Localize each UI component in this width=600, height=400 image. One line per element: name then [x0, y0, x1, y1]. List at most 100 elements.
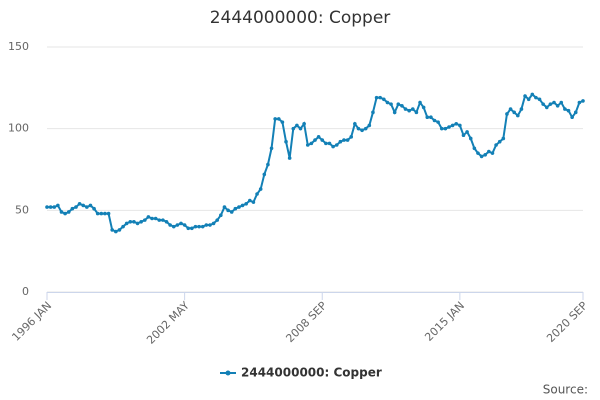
data-point [414, 110, 419, 115]
data-point [132, 219, 136, 224]
data-point [171, 224, 176, 229]
data-point [262, 172, 267, 177]
data-point [222, 205, 227, 209]
data-point [432, 118, 437, 123]
data-point [345, 138, 350, 142]
data-point [215, 218, 220, 222]
data-point [573, 110, 578, 115]
data-point [490, 151, 495, 155]
data-point [142, 218, 147, 222]
data-point [552, 100, 556, 105]
data-point [298, 126, 303, 131]
data-point [258, 187, 263, 191]
legend-marker [225, 370, 231, 376]
data-point [476, 151, 480, 155]
x-tick-label: 2008 SEP [283, 299, 329, 345]
data-point [302, 121, 306, 126]
data-point [472, 146, 477, 151]
data-point [327, 141, 332, 146]
data-point [439, 126, 444, 131]
data-point [287, 156, 292, 160]
data-point [454, 121, 459, 126]
data-point [526, 97, 531, 102]
data-point [512, 110, 516, 115]
data-point [114, 229, 118, 234]
data-point [305, 143, 310, 147]
x-tick-label: 2002 MAY [144, 299, 192, 347]
data-point [74, 205, 78, 209]
data-point [392, 110, 397, 115]
data-point [537, 97, 542, 102]
data-point [389, 102, 393, 106]
data-point [566, 108, 571, 113]
data-point [360, 128, 364, 133]
data-point [92, 206, 96, 211]
data-point [255, 192, 259, 196]
data-point [248, 198, 252, 203]
data-point [371, 110, 375, 115]
data-point [396, 102, 401, 106]
data-point [52, 205, 57, 209]
data-point [95, 211, 100, 216]
data-point [309, 141, 314, 146]
data-point [175, 223, 180, 227]
data-point [153, 216, 158, 221]
data-point [421, 105, 426, 110]
data-point [334, 143, 339, 147]
data-point [353, 121, 357, 126]
data-point [244, 202, 248, 206]
x-tick-label: 1996 JAN [9, 299, 54, 344]
data-point [468, 136, 473, 141]
data-point [479, 154, 484, 159]
data-point [88, 203, 93, 208]
source: Source: [543, 383, 588, 397]
data-point [197, 224, 201, 229]
data-point [483, 153, 488, 157]
data-point [157, 218, 162, 222]
data-point [508, 107, 513, 111]
data-point [276, 117, 281, 121]
data-point [418, 100, 422, 105]
data-point [182, 223, 187, 227]
data-point [233, 206, 238, 211]
data-point [273, 117, 277, 121]
data-point [363, 126, 368, 131]
data-point [534, 95, 538, 100]
data-point [313, 138, 317, 142]
data-point [70, 206, 75, 211]
data-point [465, 130, 469, 134]
data-point [229, 210, 234, 214]
data-point [450, 123, 455, 128]
data-point [211, 221, 216, 226]
data-point [403, 107, 408, 111]
data-point [77, 202, 82, 206]
data-point [146, 215, 151, 219]
data-point [530, 92, 535, 97]
data-point [367, 123, 372, 128]
data-point [544, 105, 549, 110]
data-point [410, 107, 415, 111]
data-point [320, 138, 325, 142]
data-point [555, 104, 560, 108]
data-point [349, 135, 354, 139]
series-line [47, 92, 584, 233]
data-point [505, 112, 509, 116]
data-point [226, 208, 230, 213]
data-point [342, 138, 346, 142]
y-tick-label: 150 [8, 40, 29, 53]
data-point [497, 139, 502, 144]
data-point [458, 123, 462, 128]
data-point [385, 100, 390, 105]
data-point [117, 228, 122, 232]
data-point [139, 219, 143, 224]
data-point [284, 139, 288, 144]
data-point [66, 210, 71, 214]
data-point [407, 108, 411, 113]
data-point [324, 141, 328, 146]
data-point [519, 107, 524, 111]
data-point [316, 135, 321, 139]
data-point [99, 211, 104, 216]
data-point [443, 126, 448, 131]
data-point [110, 228, 114, 232]
data-point [331, 144, 335, 149]
